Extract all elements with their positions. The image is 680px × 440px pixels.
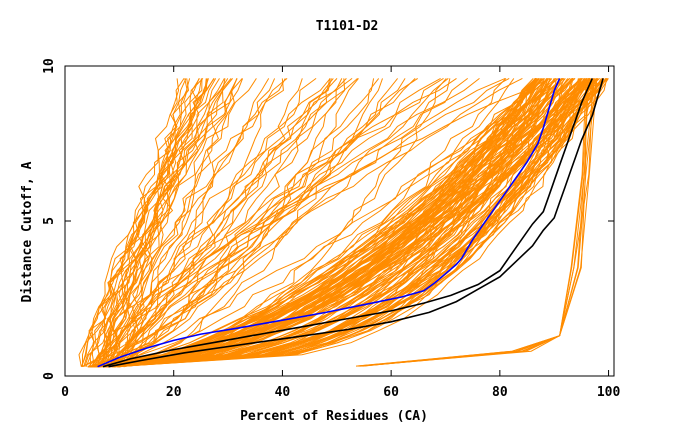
model-curve xyxy=(111,78,569,368)
model-curve xyxy=(91,78,244,367)
model-curve xyxy=(102,78,334,367)
model-curve xyxy=(81,78,204,367)
model-curve xyxy=(101,78,225,367)
model-curve xyxy=(108,78,557,368)
y-tick-label: 0 xyxy=(42,372,57,380)
model-curve xyxy=(78,78,215,367)
model-curve xyxy=(118,78,515,368)
model-curve xyxy=(105,78,358,367)
highlighted-series-2 xyxy=(108,78,604,368)
model-curve xyxy=(117,78,583,368)
model-curve xyxy=(104,78,238,367)
model-curve xyxy=(93,78,187,368)
model-curve xyxy=(114,78,270,367)
model-curve xyxy=(89,78,233,367)
highlighted-series-0 xyxy=(97,78,561,368)
model-curve xyxy=(117,78,559,368)
model-curve xyxy=(106,78,556,368)
model-curve xyxy=(118,77,523,367)
model-curve xyxy=(114,78,603,368)
y-tick-label: 5 xyxy=(42,217,57,225)
model-curve xyxy=(92,78,538,368)
model-curve xyxy=(99,78,257,367)
model-curve xyxy=(103,78,209,367)
model-curve xyxy=(113,78,582,368)
model-curve xyxy=(118,78,571,368)
model-curve xyxy=(98,78,550,368)
x-tick-label: 100 xyxy=(597,385,621,400)
x-axis: 0 20 40 60 80 100 xyxy=(61,66,620,400)
x-axis-label: Percent of Residues (CA) xyxy=(240,409,428,424)
y-axis: 0 5 10 xyxy=(42,58,614,380)
model-curve xyxy=(93,78,551,368)
model-curve xyxy=(124,78,331,368)
x-tick-label: 0 xyxy=(61,385,69,400)
x-tick-label: 20 xyxy=(166,385,182,400)
model-curve xyxy=(108,78,238,368)
model-curve xyxy=(93,78,537,368)
model-curve xyxy=(114,78,238,368)
model-curve xyxy=(96,78,383,368)
model-curve xyxy=(113,78,332,367)
model-curve xyxy=(105,78,536,368)
model-curve xyxy=(82,78,207,367)
chart-title: T1101-D2 xyxy=(316,19,379,34)
model-curve xyxy=(120,77,441,367)
model-curve xyxy=(102,77,457,367)
model-curves xyxy=(78,77,609,368)
model-curve xyxy=(113,77,506,367)
model-curve xyxy=(92,78,537,368)
x-tick-label: 40 xyxy=(275,385,291,400)
model-curve xyxy=(116,77,444,367)
model-curve xyxy=(114,78,347,368)
model-curve xyxy=(123,78,346,368)
model-curve xyxy=(108,78,447,368)
model-curve xyxy=(118,78,564,368)
model-curve xyxy=(89,78,551,368)
highlighted-curves xyxy=(97,78,604,368)
model-curve xyxy=(358,78,587,367)
model-curve xyxy=(93,78,598,368)
model-curve xyxy=(100,78,208,367)
y-tick-label: 10 xyxy=(42,58,57,74)
model-curve xyxy=(104,78,288,367)
model-curve xyxy=(115,78,406,368)
y-axis-label: Distance Cutoff, A xyxy=(20,161,35,302)
model-curve xyxy=(107,78,595,368)
model-curve xyxy=(100,78,598,368)
model-curve xyxy=(81,78,380,368)
model-curve xyxy=(91,78,185,367)
model-curve xyxy=(123,78,451,368)
x-tick-label: 60 xyxy=(383,385,399,400)
model-curve xyxy=(106,78,338,368)
model-curve xyxy=(103,78,540,368)
model-curve xyxy=(88,78,548,368)
x-tick-label: 80 xyxy=(492,385,508,400)
highlighted-series-1 xyxy=(102,78,594,368)
model-curve xyxy=(87,78,480,368)
